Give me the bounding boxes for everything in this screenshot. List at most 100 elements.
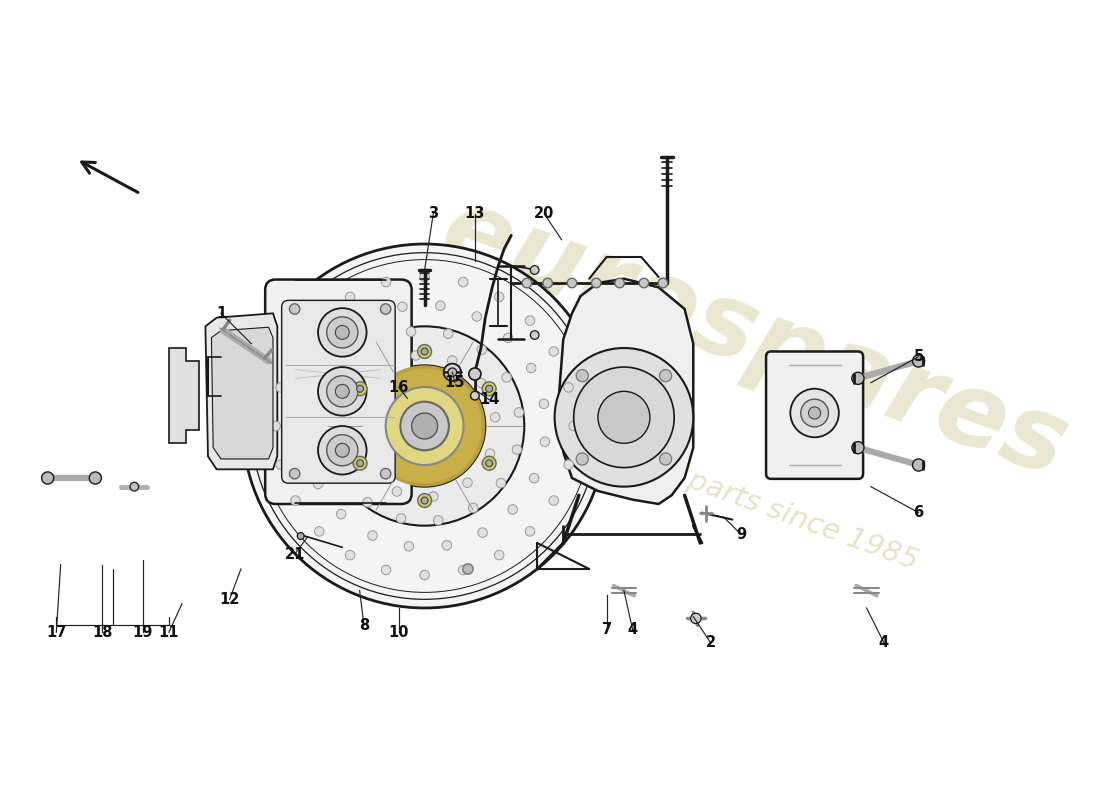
Text: 2: 2: [705, 635, 716, 650]
Circle shape: [482, 456, 496, 470]
Circle shape: [400, 402, 449, 450]
Circle shape: [315, 316, 324, 326]
Circle shape: [364, 366, 485, 486]
Polygon shape: [206, 314, 277, 470]
Circle shape: [327, 376, 358, 407]
Text: 5: 5: [913, 349, 924, 364]
Circle shape: [494, 550, 504, 560]
Circle shape: [327, 434, 358, 466]
Circle shape: [568, 278, 576, 288]
Circle shape: [365, 367, 484, 485]
Text: 12: 12: [220, 592, 240, 607]
Circle shape: [574, 367, 674, 467]
Circle shape: [336, 326, 349, 339]
Text: 15: 15: [444, 375, 465, 390]
Circle shape: [554, 348, 693, 486]
Circle shape: [540, 437, 550, 446]
Text: eurospares: eurospares: [427, 179, 1080, 499]
Polygon shape: [211, 327, 273, 459]
Circle shape: [130, 482, 139, 491]
Text: 8: 8: [359, 618, 370, 633]
Circle shape: [354, 394, 364, 403]
Circle shape: [530, 266, 539, 274]
Circle shape: [371, 339, 381, 349]
Circle shape: [494, 292, 504, 302]
Circle shape: [477, 345, 486, 354]
Text: a passion for parts since 1985: a passion for parts since 1985: [499, 398, 922, 575]
Circle shape: [42, 472, 54, 484]
Circle shape: [496, 478, 506, 488]
Text: 18: 18: [92, 625, 112, 640]
Text: 11: 11: [158, 625, 179, 640]
FancyBboxPatch shape: [766, 351, 864, 479]
Text: 10: 10: [388, 625, 409, 640]
Circle shape: [420, 570, 429, 580]
Circle shape: [436, 301, 446, 310]
Circle shape: [382, 566, 390, 574]
Circle shape: [851, 372, 864, 385]
Circle shape: [691, 613, 701, 623]
Circle shape: [543, 278, 552, 288]
Circle shape: [363, 498, 372, 507]
Text: 6: 6: [913, 505, 924, 520]
Circle shape: [913, 355, 925, 367]
Circle shape: [472, 312, 482, 322]
Circle shape: [318, 367, 366, 415]
Circle shape: [276, 460, 285, 470]
Circle shape: [326, 434, 336, 444]
Circle shape: [421, 497, 428, 504]
Text: 7: 7: [602, 622, 612, 637]
Circle shape: [300, 443, 310, 453]
Circle shape: [448, 356, 458, 366]
Circle shape: [411, 413, 438, 439]
Circle shape: [289, 304, 300, 314]
Circle shape: [421, 348, 428, 355]
Circle shape: [356, 460, 364, 466]
Circle shape: [315, 526, 324, 536]
Circle shape: [592, 278, 601, 288]
Circle shape: [615, 278, 625, 288]
Circle shape: [913, 459, 925, 471]
Circle shape: [522, 278, 531, 288]
Circle shape: [356, 386, 364, 392]
Circle shape: [459, 278, 468, 286]
Circle shape: [513, 445, 521, 454]
Circle shape: [851, 442, 864, 454]
Circle shape: [397, 302, 407, 311]
Text: 19: 19: [133, 625, 153, 640]
Circle shape: [377, 365, 386, 374]
Circle shape: [332, 338, 341, 347]
Circle shape: [429, 492, 438, 502]
Circle shape: [418, 345, 431, 358]
Circle shape: [527, 363, 536, 373]
Text: 14: 14: [480, 393, 499, 407]
Circle shape: [404, 542, 414, 551]
Text: 17: 17: [46, 625, 66, 640]
Circle shape: [491, 413, 499, 422]
Circle shape: [310, 369, 320, 378]
Circle shape: [367, 530, 377, 540]
Circle shape: [660, 453, 672, 465]
Circle shape: [363, 464, 373, 474]
Circle shape: [89, 472, 101, 484]
Circle shape: [271, 422, 281, 430]
Circle shape: [353, 382, 367, 396]
Circle shape: [476, 378, 486, 388]
Text: 1: 1: [216, 306, 227, 321]
Circle shape: [420, 272, 429, 282]
Circle shape: [471, 391, 480, 400]
Circle shape: [639, 278, 649, 288]
Circle shape: [338, 470, 348, 479]
Circle shape: [459, 566, 468, 574]
Circle shape: [808, 407, 821, 419]
Circle shape: [443, 329, 453, 338]
Text: 21: 21: [285, 546, 305, 562]
Circle shape: [539, 399, 549, 409]
Circle shape: [529, 474, 539, 483]
Circle shape: [801, 399, 828, 427]
Text: 4: 4: [627, 622, 638, 637]
Text: 16: 16: [388, 379, 409, 394]
Circle shape: [526, 526, 535, 536]
Polygon shape: [559, 278, 693, 504]
Circle shape: [318, 426, 366, 474]
